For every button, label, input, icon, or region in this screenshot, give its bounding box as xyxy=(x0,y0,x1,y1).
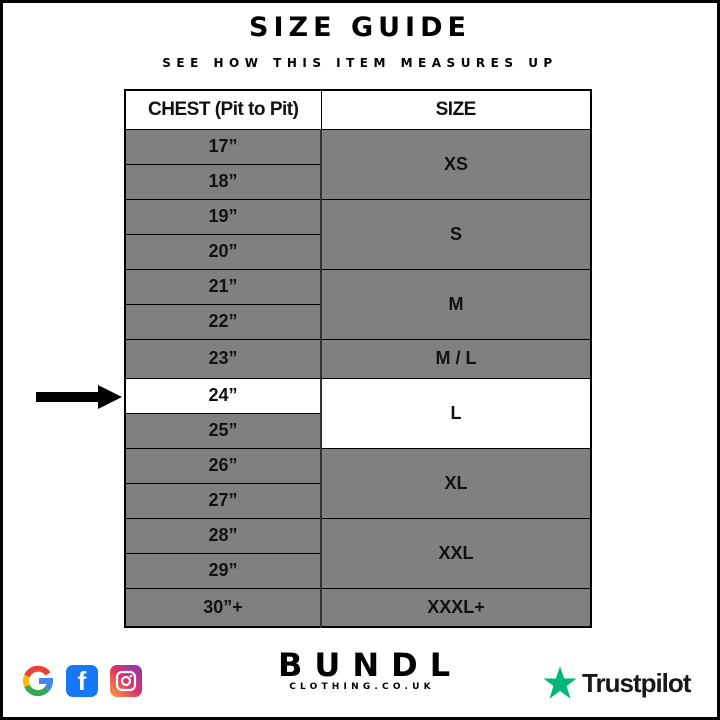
table-row: 22” xyxy=(124,303,591,340)
star-icon xyxy=(543,666,577,699)
size-cell: M / L xyxy=(320,338,592,379)
trustpilot-logo[interactable]: Trustpilot xyxy=(542,665,691,701)
chest-cell: 22” xyxy=(124,303,322,340)
chest-cell: 21” xyxy=(124,268,322,305)
header-size: SIZE xyxy=(320,89,592,130)
chest-cell: 18” xyxy=(124,163,322,200)
chest-cell: 27” xyxy=(124,482,322,519)
page-title: SIZE GUIDE xyxy=(249,12,471,43)
table-row: 25” xyxy=(124,412,591,449)
chest-cell: 28” xyxy=(124,517,322,554)
table-row: 17” XS xyxy=(124,128,592,200)
instagram-icon[interactable] xyxy=(110,665,142,697)
size-table: CHEST (Pit to Pit) SIZE 17” XS 18” 19” S 20” 2… xyxy=(124,89,592,628)
social-icons: f xyxy=(22,665,142,697)
chest-cell: 26” xyxy=(124,447,322,484)
trustpilot-label: Trustpilot xyxy=(582,667,691,698)
table-row: 26” XL xyxy=(124,447,592,519)
chest-cell: 20” xyxy=(124,233,322,270)
table-row: 27” xyxy=(124,482,591,519)
header-chest: CHEST (Pit to Pit) xyxy=(124,89,322,130)
google-icon[interactable] xyxy=(22,665,54,697)
size-cell: XL xyxy=(320,447,592,519)
size-cell: L xyxy=(320,377,592,449)
arrow-right-icon xyxy=(36,385,122,409)
table-row: 29” xyxy=(124,552,591,589)
size-cell: XXXL+ xyxy=(320,587,592,628)
facebook-icon[interactable]: f xyxy=(66,665,98,697)
size-cell: S xyxy=(320,198,592,270)
chest-cell: 17” xyxy=(124,128,322,165)
table-row: 19” S xyxy=(124,198,592,270)
brand-domain: CLOTHING.CO.UK xyxy=(289,682,435,692)
table-row: 23” M / L xyxy=(124,338,592,379)
table-row: 30”+ XXXL+ xyxy=(124,587,592,628)
table-row: 20” xyxy=(124,233,591,270)
table-row: 28” XXL xyxy=(124,517,592,589)
table-row: 24” L xyxy=(124,377,592,449)
brand-name: BUNDL xyxy=(278,646,463,684)
chest-cell: 29” xyxy=(124,552,322,589)
chest-cell: 19” xyxy=(124,198,322,235)
brand-logo: BUNDL CLOTHING.CO.UK xyxy=(278,648,450,692)
size-cell: XS xyxy=(320,128,592,200)
size-cell: XXL xyxy=(320,517,592,589)
chest-cell: 30”+ xyxy=(124,587,322,628)
table-row: 21” M xyxy=(124,268,592,340)
page-subtitle: SEE HOW THIS ITEM MEASURES UP xyxy=(162,56,558,70)
chest-cell: 24” xyxy=(124,377,322,414)
chest-cell: 23” xyxy=(124,338,322,379)
size-cell: M xyxy=(320,268,592,340)
chest-cell: 25” xyxy=(124,412,322,449)
